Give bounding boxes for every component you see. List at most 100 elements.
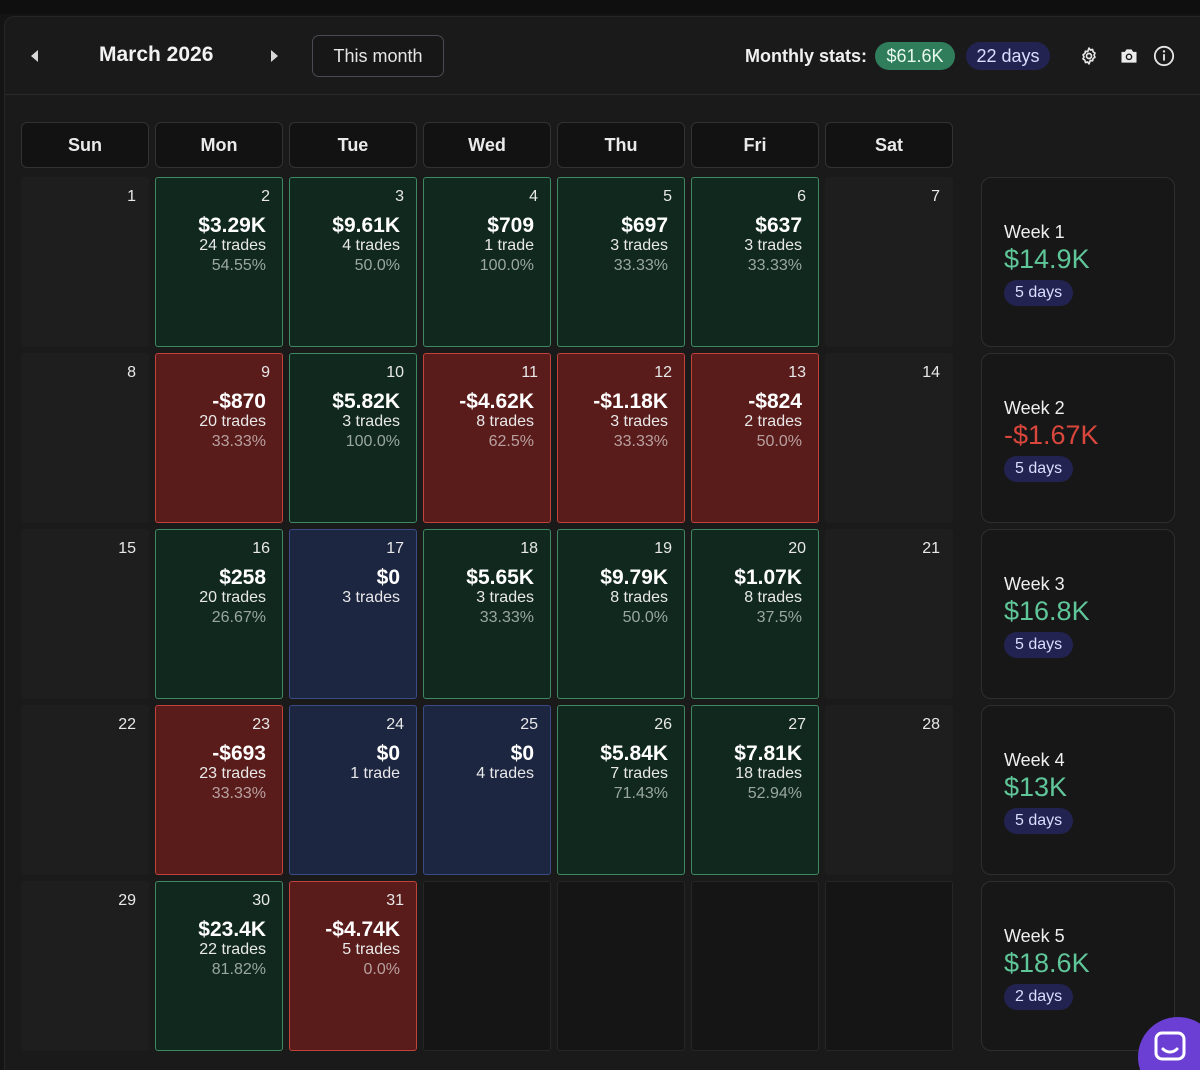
day-pnl: $709 bbox=[487, 214, 534, 237]
day-win-rate: 50.0% bbox=[354, 257, 400, 274]
week-summary-card[interactable]: Week 1 $14.9K 5 days bbox=[981, 177, 1175, 347]
day-win-rate: 33.33% bbox=[479, 609, 534, 626]
day-trade-count: 3 trades bbox=[744, 237, 802, 254]
week-summary-card[interactable]: Week 5 $18.6K 2 days bbox=[981, 881, 1175, 1051]
prev-month-button[interactable] bbox=[25, 45, 45, 67]
calendar-day-cell[interactable]: 25 $0 4 trades bbox=[423, 705, 551, 875]
month-title: March 2026 bbox=[99, 43, 214, 66]
calendar-day-cell[interactable]: 22 bbox=[21, 705, 149, 875]
calendar-day-cell[interactable]: 29 bbox=[21, 881, 149, 1051]
day-trade-count: 24 trades bbox=[199, 237, 266, 254]
day-number: 3 bbox=[395, 188, 404, 205]
calendar-day-cell[interactable]: 2 $3.29K 24 trades 54.55% bbox=[155, 177, 283, 347]
week-label: Week 1 bbox=[1004, 222, 1065, 242]
calendar-day-cell[interactable]: 14 bbox=[825, 353, 953, 523]
day-win-rate: 100.0% bbox=[479, 257, 534, 274]
week-summary-card[interactable]: Week 4 $13K 5 days bbox=[981, 705, 1175, 875]
day-number: 12 bbox=[654, 364, 672, 381]
day-win-rate: 33.33% bbox=[747, 257, 802, 274]
day-number: 31 bbox=[386, 892, 404, 909]
week-label: Week 5 bbox=[1004, 926, 1065, 946]
week-label: Week 4 bbox=[1004, 750, 1065, 770]
info-button[interactable] bbox=[1152, 44, 1176, 68]
calendar-day-cell[interactable]: 19 $9.79K 8 trades 50.0% bbox=[557, 529, 685, 699]
day-number: 13 bbox=[788, 364, 806, 381]
day-pnl: -$4.62K bbox=[459, 390, 534, 413]
week-days-badge: 2 days bbox=[1004, 984, 1074, 1010]
calendar-day-cell[interactable]: 12 -$1.18K 3 trades 33.33% bbox=[557, 353, 685, 523]
top-strip bbox=[0, 0, 1200, 14]
day-pnl: $9.79K bbox=[600, 566, 668, 589]
day-trade-count: 3 trades bbox=[476, 589, 534, 606]
calendar-day-cell[interactable]: 15 bbox=[21, 529, 149, 699]
day-win-rate: 50.0% bbox=[622, 609, 668, 626]
day-number: 15 bbox=[118, 540, 136, 557]
calendar-day-cell[interactable]: 4 $709 1 trade 100.0% bbox=[423, 177, 551, 347]
calendar-day-cell[interactable]: 27 $7.81K 18 trades 52.94% bbox=[691, 705, 819, 875]
calendar-day-cell[interactable]: 13 -$824 2 trades 50.0% bbox=[691, 353, 819, 523]
calendar-day-cell[interactable]: 20 $1.07K 8 trades 37.5% bbox=[691, 529, 819, 699]
calendar-day-cell[interactable]: 10 $5.82K 3 trades 100.0% bbox=[289, 353, 417, 523]
calendar-day-cell[interactable]: 3 $9.61K 4 trades 50.0% bbox=[289, 177, 417, 347]
week-label: Week 3 bbox=[1004, 574, 1065, 594]
calendar-day-cell[interactable]: 16 $258 20 trades 26.67% bbox=[155, 529, 283, 699]
day-number: 23 bbox=[252, 716, 270, 733]
weekday-header-fri: Fri bbox=[691, 122, 819, 168]
day-trade-count: 1 trade bbox=[350, 765, 400, 782]
calendar-day-cell[interactable]: 26 $5.84K 7 trades 71.43% bbox=[557, 705, 685, 875]
day-win-rate: 71.43% bbox=[613, 785, 668, 802]
day-trade-count: 1 trade bbox=[484, 237, 534, 254]
day-number: 27 bbox=[788, 716, 806, 733]
day-pnl: $1.07K bbox=[734, 566, 802, 589]
this-month-button[interactable]: This month bbox=[312, 35, 444, 77]
calendar-day-cell[interactable]: 7 bbox=[825, 177, 953, 347]
calendar-day-cell[interactable]: 24 $0 1 trade bbox=[289, 705, 417, 875]
calendar-day-cell[interactable]: 6 $637 3 trades 33.33% bbox=[691, 177, 819, 347]
info-icon bbox=[1153, 45, 1175, 67]
day-pnl: -$693 bbox=[212, 742, 266, 765]
calendar-header: March 2026 This month Monthly stats: $61… bbox=[5, 17, 1200, 95]
calendar-day-cell[interactable]: 31 -$4.74K 5 trades 0.0% bbox=[289, 881, 417, 1051]
day-number: 24 bbox=[386, 716, 404, 733]
day-number: 10 bbox=[386, 364, 404, 381]
next-month-button[interactable] bbox=[264, 45, 284, 67]
day-pnl: -$1.18K bbox=[593, 390, 668, 413]
day-pnl: $23.4K bbox=[198, 918, 266, 941]
day-number: 11 bbox=[521, 364, 538, 381]
day-win-rate: 33.33% bbox=[211, 785, 266, 802]
week-summary-card[interactable]: Week 2 -$1.67K 5 days bbox=[981, 353, 1175, 523]
week-summary-card[interactable]: Week 3 $16.8K 5 days bbox=[981, 529, 1175, 699]
week-pnl: -$1.67K bbox=[1004, 420, 1099, 450]
day-trade-count: 20 trades bbox=[199, 589, 266, 606]
day-pnl: $5.84K bbox=[600, 742, 668, 765]
calendar-day-cell[interactable]: 18 $5.65K 3 trades 33.33% bbox=[423, 529, 551, 699]
week-pnl: $18.6K bbox=[1004, 948, 1090, 978]
calendar-day-cell[interactable]: 21 bbox=[825, 529, 953, 699]
screenshot-button[interactable] bbox=[1117, 44, 1141, 68]
calendar-day-cell[interactable]: 17 $0 3 trades bbox=[289, 529, 417, 699]
week-pnl: $14.9K bbox=[1004, 244, 1090, 274]
day-number: 25 bbox=[520, 716, 538, 733]
calendar-day-cell[interactable]: 28 bbox=[825, 705, 953, 875]
day-trade-count: 3 trades bbox=[610, 237, 668, 254]
chevron-right-icon bbox=[271, 50, 278, 62]
calendar-day-cell[interactable]: 11 -$4.62K 8 trades 62.5% bbox=[423, 353, 551, 523]
calendar-day-cell[interactable]: 9 -$870 20 trades 33.33% bbox=[155, 353, 283, 523]
calendar-day-cell[interactable]: 8 bbox=[21, 353, 149, 523]
day-win-rate: 37.5% bbox=[756, 609, 802, 626]
calendar-day-cell[interactable]: 23 -$693 23 trades 33.33% bbox=[155, 705, 283, 875]
camera-icon bbox=[1121, 49, 1137, 63]
week-days-badge: 5 days bbox=[1004, 456, 1074, 482]
day-trade-count: 3 trades bbox=[610, 413, 668, 430]
settings-button[interactable] bbox=[1077, 44, 1101, 68]
day-number: 9 bbox=[261, 364, 270, 381]
calendar-day-cell[interactable]: 5 $697 3 trades 33.33% bbox=[557, 177, 685, 347]
calendar-day-cell[interactable]: 1 bbox=[21, 177, 149, 347]
day-pnl: $697 bbox=[621, 214, 668, 237]
day-trade-count: 3 trades bbox=[342, 413, 400, 430]
calendar-day-cell[interactable]: 30 $23.4K 22 trades 81.82% bbox=[155, 881, 283, 1051]
monthly-stats-label: Monthly stats: bbox=[745, 46, 868, 66]
chat-icon bbox=[1154, 1031, 1186, 1061]
monthly-days-badge: 22 days bbox=[966, 42, 1050, 70]
calendar-empty-cell bbox=[825, 881, 953, 1051]
